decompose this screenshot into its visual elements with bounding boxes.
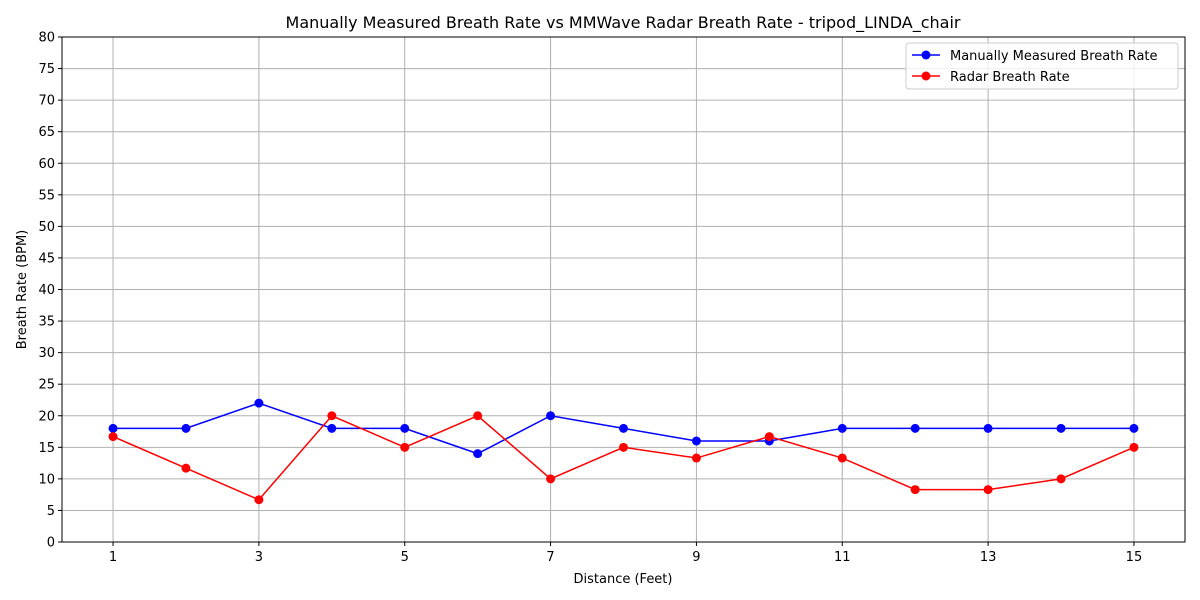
data-point — [254, 398, 264, 408]
data-point — [764, 432, 774, 442]
data-point — [1129, 423, 1139, 433]
y-tick-label: 25 — [38, 378, 55, 393]
data-point — [400, 423, 410, 433]
y-tick-label: 80 — [38, 31, 55, 46]
data-point — [546, 474, 556, 484]
y-tick-label: 65 — [38, 125, 55, 140]
data-point — [181, 463, 191, 473]
data-point — [837, 453, 847, 463]
y-tick-label: 55 — [38, 188, 55, 203]
data-point — [181, 423, 191, 433]
x-tick-label: 1 — [109, 550, 117, 565]
data-point — [1056, 474, 1066, 484]
data-point — [691, 436, 701, 446]
y-tick-label: 75 — [38, 62, 55, 77]
series-manual — [108, 398, 1139, 459]
data-point — [473, 449, 483, 459]
data-point — [254, 495, 264, 505]
x-tick-label: 5 — [401, 550, 409, 565]
data-point — [691, 453, 701, 463]
x-tick-label: 11 — [834, 550, 851, 565]
y-tick-label: 30 — [38, 346, 55, 361]
data-point — [910, 423, 920, 433]
y-tick-label: 35 — [38, 315, 55, 330]
x-tick-label: 15 — [1126, 550, 1143, 565]
y-tick-label: 50 — [38, 220, 55, 235]
series-layer — [108, 398, 1139, 505]
y-axis-label: Breath Rate (BPM) — [15, 230, 30, 349]
data-point — [619, 423, 628, 433]
y-tick-label: 20 — [38, 409, 55, 424]
y-tick-label: 5 — [47, 504, 55, 519]
data-point — [546, 411, 556, 421]
x-tick-label: 7 — [546, 550, 554, 565]
x-tick-label: 9 — [692, 550, 700, 565]
data-point — [327, 411, 337, 421]
data-point — [473, 411, 483, 421]
data-point — [1129, 442, 1139, 452]
data-point — [983, 423, 993, 433]
legend-label-manual: Manually Measured Breath Rate — [950, 49, 1158, 64]
series-radar — [108, 411, 1139, 505]
data-point — [1056, 423, 1066, 433]
legend: Manually Measured Breath Rate Radar Brea… — [905, 42, 1179, 90]
data-point — [983, 485, 993, 495]
legend-marker-manual — [921, 50, 931, 60]
data-point — [837, 423, 847, 433]
y-axis-ticks: 0 5 10 15 20 25 30 35 40 45 50 55 60 65 70 75 80 — [38, 31, 62, 551]
data-point — [108, 423, 118, 433]
y-tick-label: 40 — [38, 283, 55, 298]
y-tick-label: 45 — [38, 251, 55, 266]
data-point — [108, 432, 118, 442]
legend-label-radar: Radar Breath Rate — [950, 70, 1070, 85]
legend-marker-radar — [921, 71, 931, 81]
y-tick-label: 60 — [38, 157, 55, 172]
data-point — [400, 442, 410, 452]
data-point — [910, 485, 920, 495]
x-axis-ticks: 1 3 5 7 9 11 13 15 — [109, 542, 1142, 565]
x-tick-label: 13 — [980, 550, 997, 565]
legend-box — [905, 42, 1179, 90]
y-tick-label: 70 — [38, 94, 55, 109]
y-tick-label: 15 — [38, 441, 55, 456]
y-tick-label: 0 — [47, 536, 55, 551]
x-axis-label: Distance (Feet) — [574, 572, 673, 587]
data-point — [327, 423, 337, 433]
chart-title: Manually Measured Breath Rate vs MMWave … — [286, 13, 961, 33]
data-point — [619, 442, 628, 452]
x-tick-label: 3 — [255, 550, 263, 565]
grid — [62, 36, 1185, 543]
y-tick-label: 10 — [38, 472, 55, 487]
